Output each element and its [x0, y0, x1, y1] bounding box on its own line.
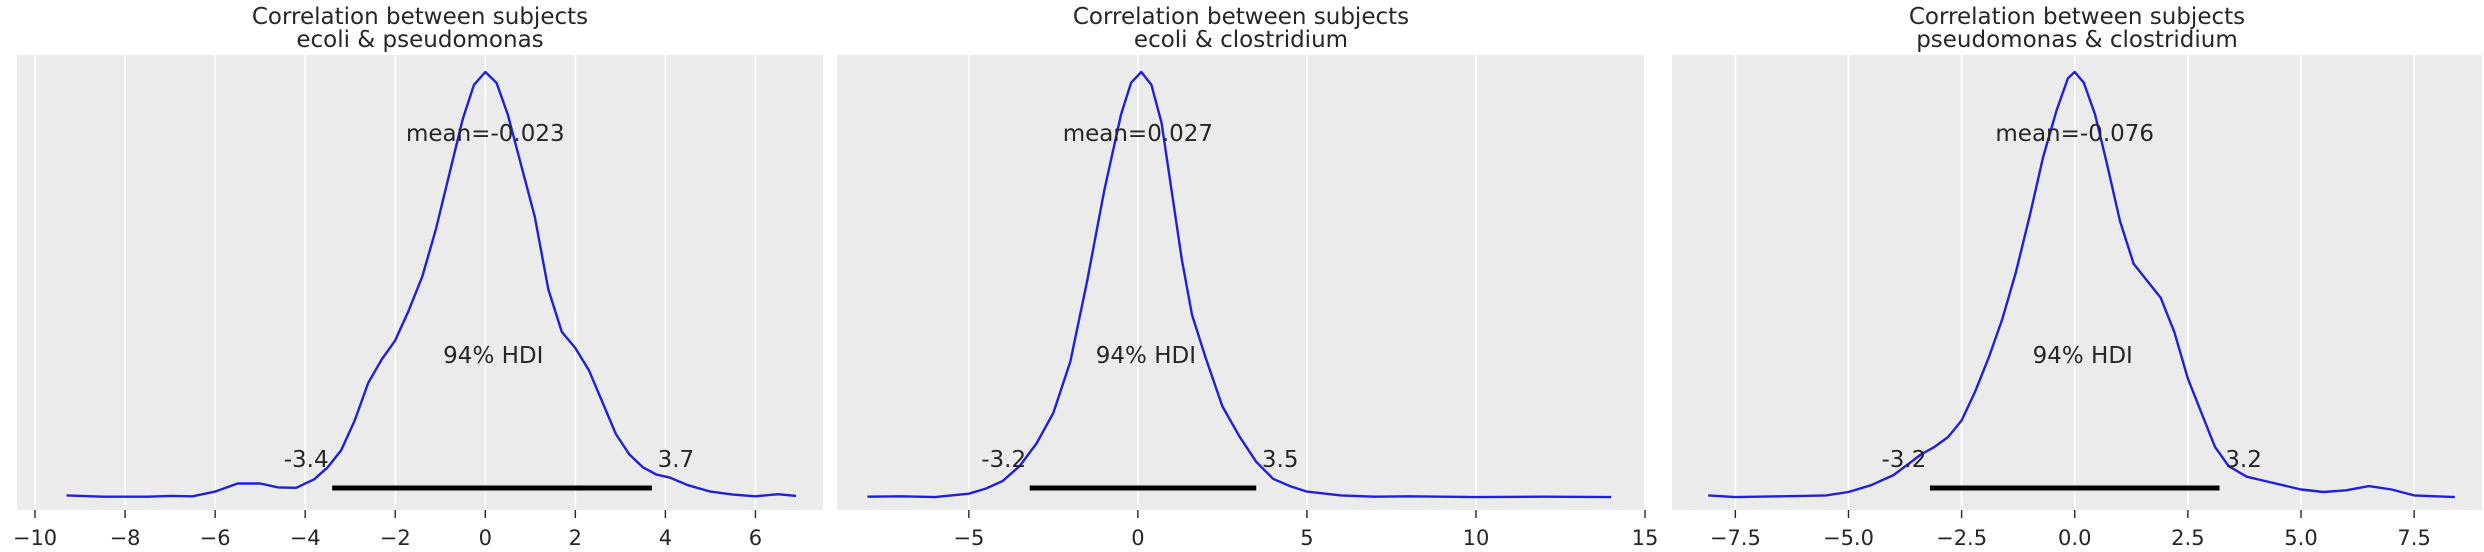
hdi-lower-label: -3.2 [1881, 447, 1926, 473]
x-tick-label: −4 [290, 526, 321, 550]
x-tick-label: 0.0 [2058, 526, 2091, 550]
hdi-upper-label: 3.7 [658, 447, 695, 473]
x-tick-label: 2 [569, 526, 582, 550]
x-tick-label: 10 [1463, 526, 1490, 550]
x-tick-label: −6 [200, 526, 231, 550]
x-tick-label: 2.5 [2171, 526, 2204, 550]
panel-title-line-2: ecoli & pseudomonas [296, 27, 543, 53]
panel-title-line-2: ecoli & clostridium [1134, 27, 1348, 53]
x-tick-label: −2.5 [1936, 526, 1987, 550]
panel-title-line-2: pseudomonas & clostridium [1916, 27, 2238, 53]
hdi-text-label: 94% HDI [1096, 343, 1196, 369]
x-tick-label: 6 [749, 526, 762, 550]
hdi-lower-label: -3.4 [284, 447, 329, 473]
mean-label: mean=-0.076 [1995, 121, 2154, 147]
density-curve [1708, 70, 2455, 499]
x-tick-label: 15 [1632, 526, 1659, 550]
hdi-upper-label: 3.2 [2225, 447, 2262, 473]
panel-title-line-1: Correlation between subjects [1909, 4, 2245, 30]
x-tick-label: 0 [1131, 526, 1144, 550]
hdi-upper-label: 3.5 [1262, 447, 1299, 473]
x-tick-label: 7.5 [2397, 526, 2430, 550]
x-tick-label: −5.0 [1823, 526, 1874, 550]
density-curve [867, 70, 1612, 499]
density-curve [66, 70, 797, 498]
plot-background [1672, 55, 2482, 510]
x-tick-label: −2 [380, 526, 411, 550]
mean-label: mean=0.027 [1063, 121, 1213, 147]
x-tick-label: 5.0 [2284, 526, 2317, 550]
x-tick-label: 0 [479, 526, 492, 550]
x-tick-label: 4 [659, 526, 672, 550]
hdi-text-label: 94% HDI [2033, 343, 2133, 369]
x-tick-label: −8 [110, 526, 141, 550]
plot-background [837, 55, 1645, 510]
panel-title-line-1: Correlation between subjects [1073, 4, 1409, 30]
x-tick-label: −10 [13, 526, 57, 550]
x-tick-label: −5 [953, 526, 984, 550]
panel-title-line-1: Correlation between subjects [252, 4, 588, 30]
x-tick-label: −7.5 [1710, 526, 1761, 550]
hdi-text-label: 94% HDI [443, 343, 543, 369]
mean-label: mean=-0.023 [406, 121, 565, 147]
panel-1: −10 −8 −6 −4 −2 0 2 4 6 -3.4 3.7 mean=-0.023 94% HDI… [13, 4, 823, 550]
hdi-lower-label: -3.2 [981, 447, 1026, 473]
x-tick-label: 5 [1300, 526, 1313, 550]
panel-2: −5 0 5 10 15 -3.2 3.5 mean=0.027 94% HDI Correlat… [837, 4, 1658, 550]
panel-3: −7.5 −5.0 −2.5 0.0 2.5 5.0 7.5 -3.2 3.2 mean=-0.0… [1672, 4, 2482, 550]
